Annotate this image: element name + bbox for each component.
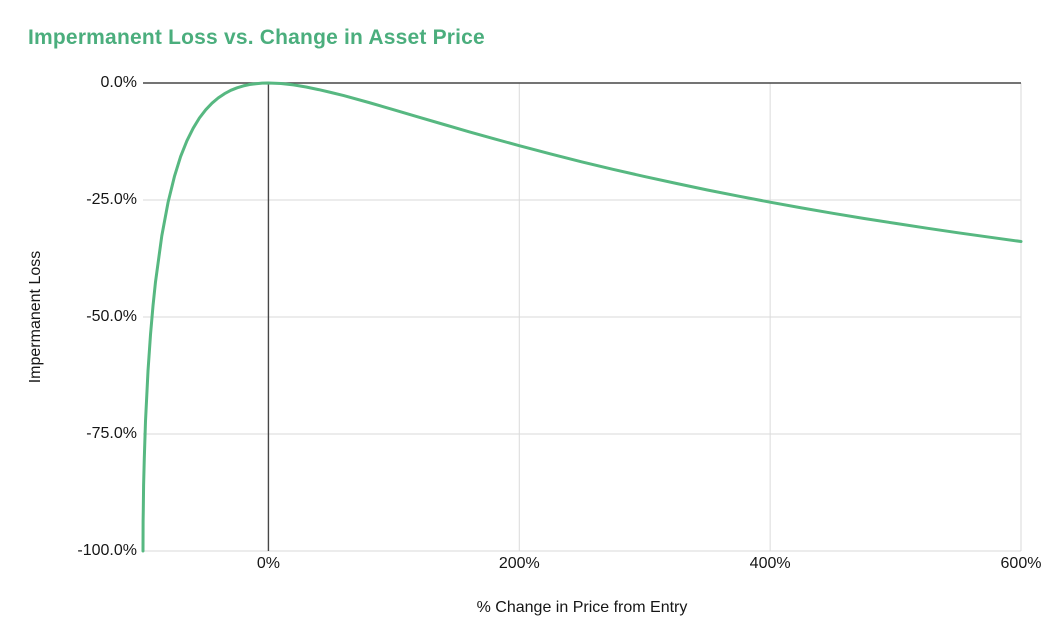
y-tick-label: 0.0% [100, 74, 137, 91]
x-tick-label: 0% [256, 555, 280, 572]
x-tick-label: 400% [749, 555, 791, 572]
x-tick-label: 200% [498, 555, 540, 572]
y-tick-label: -25.0% [86, 191, 137, 208]
y-tick-label: -100.0% [77, 542, 137, 559]
y-tick-label: -75.0% [86, 425, 137, 442]
y-axis-title: Impermanent Loss [27, 250, 44, 384]
x-axis-title: % Change in Price from Entry [476, 599, 688, 616]
y-tick-label: -50.0% [86, 308, 137, 325]
chart-title: Impermanent Loss vs. Change in Asset Pri… [28, 26, 485, 49]
x-tick-label: 600% [1000, 555, 1042, 572]
